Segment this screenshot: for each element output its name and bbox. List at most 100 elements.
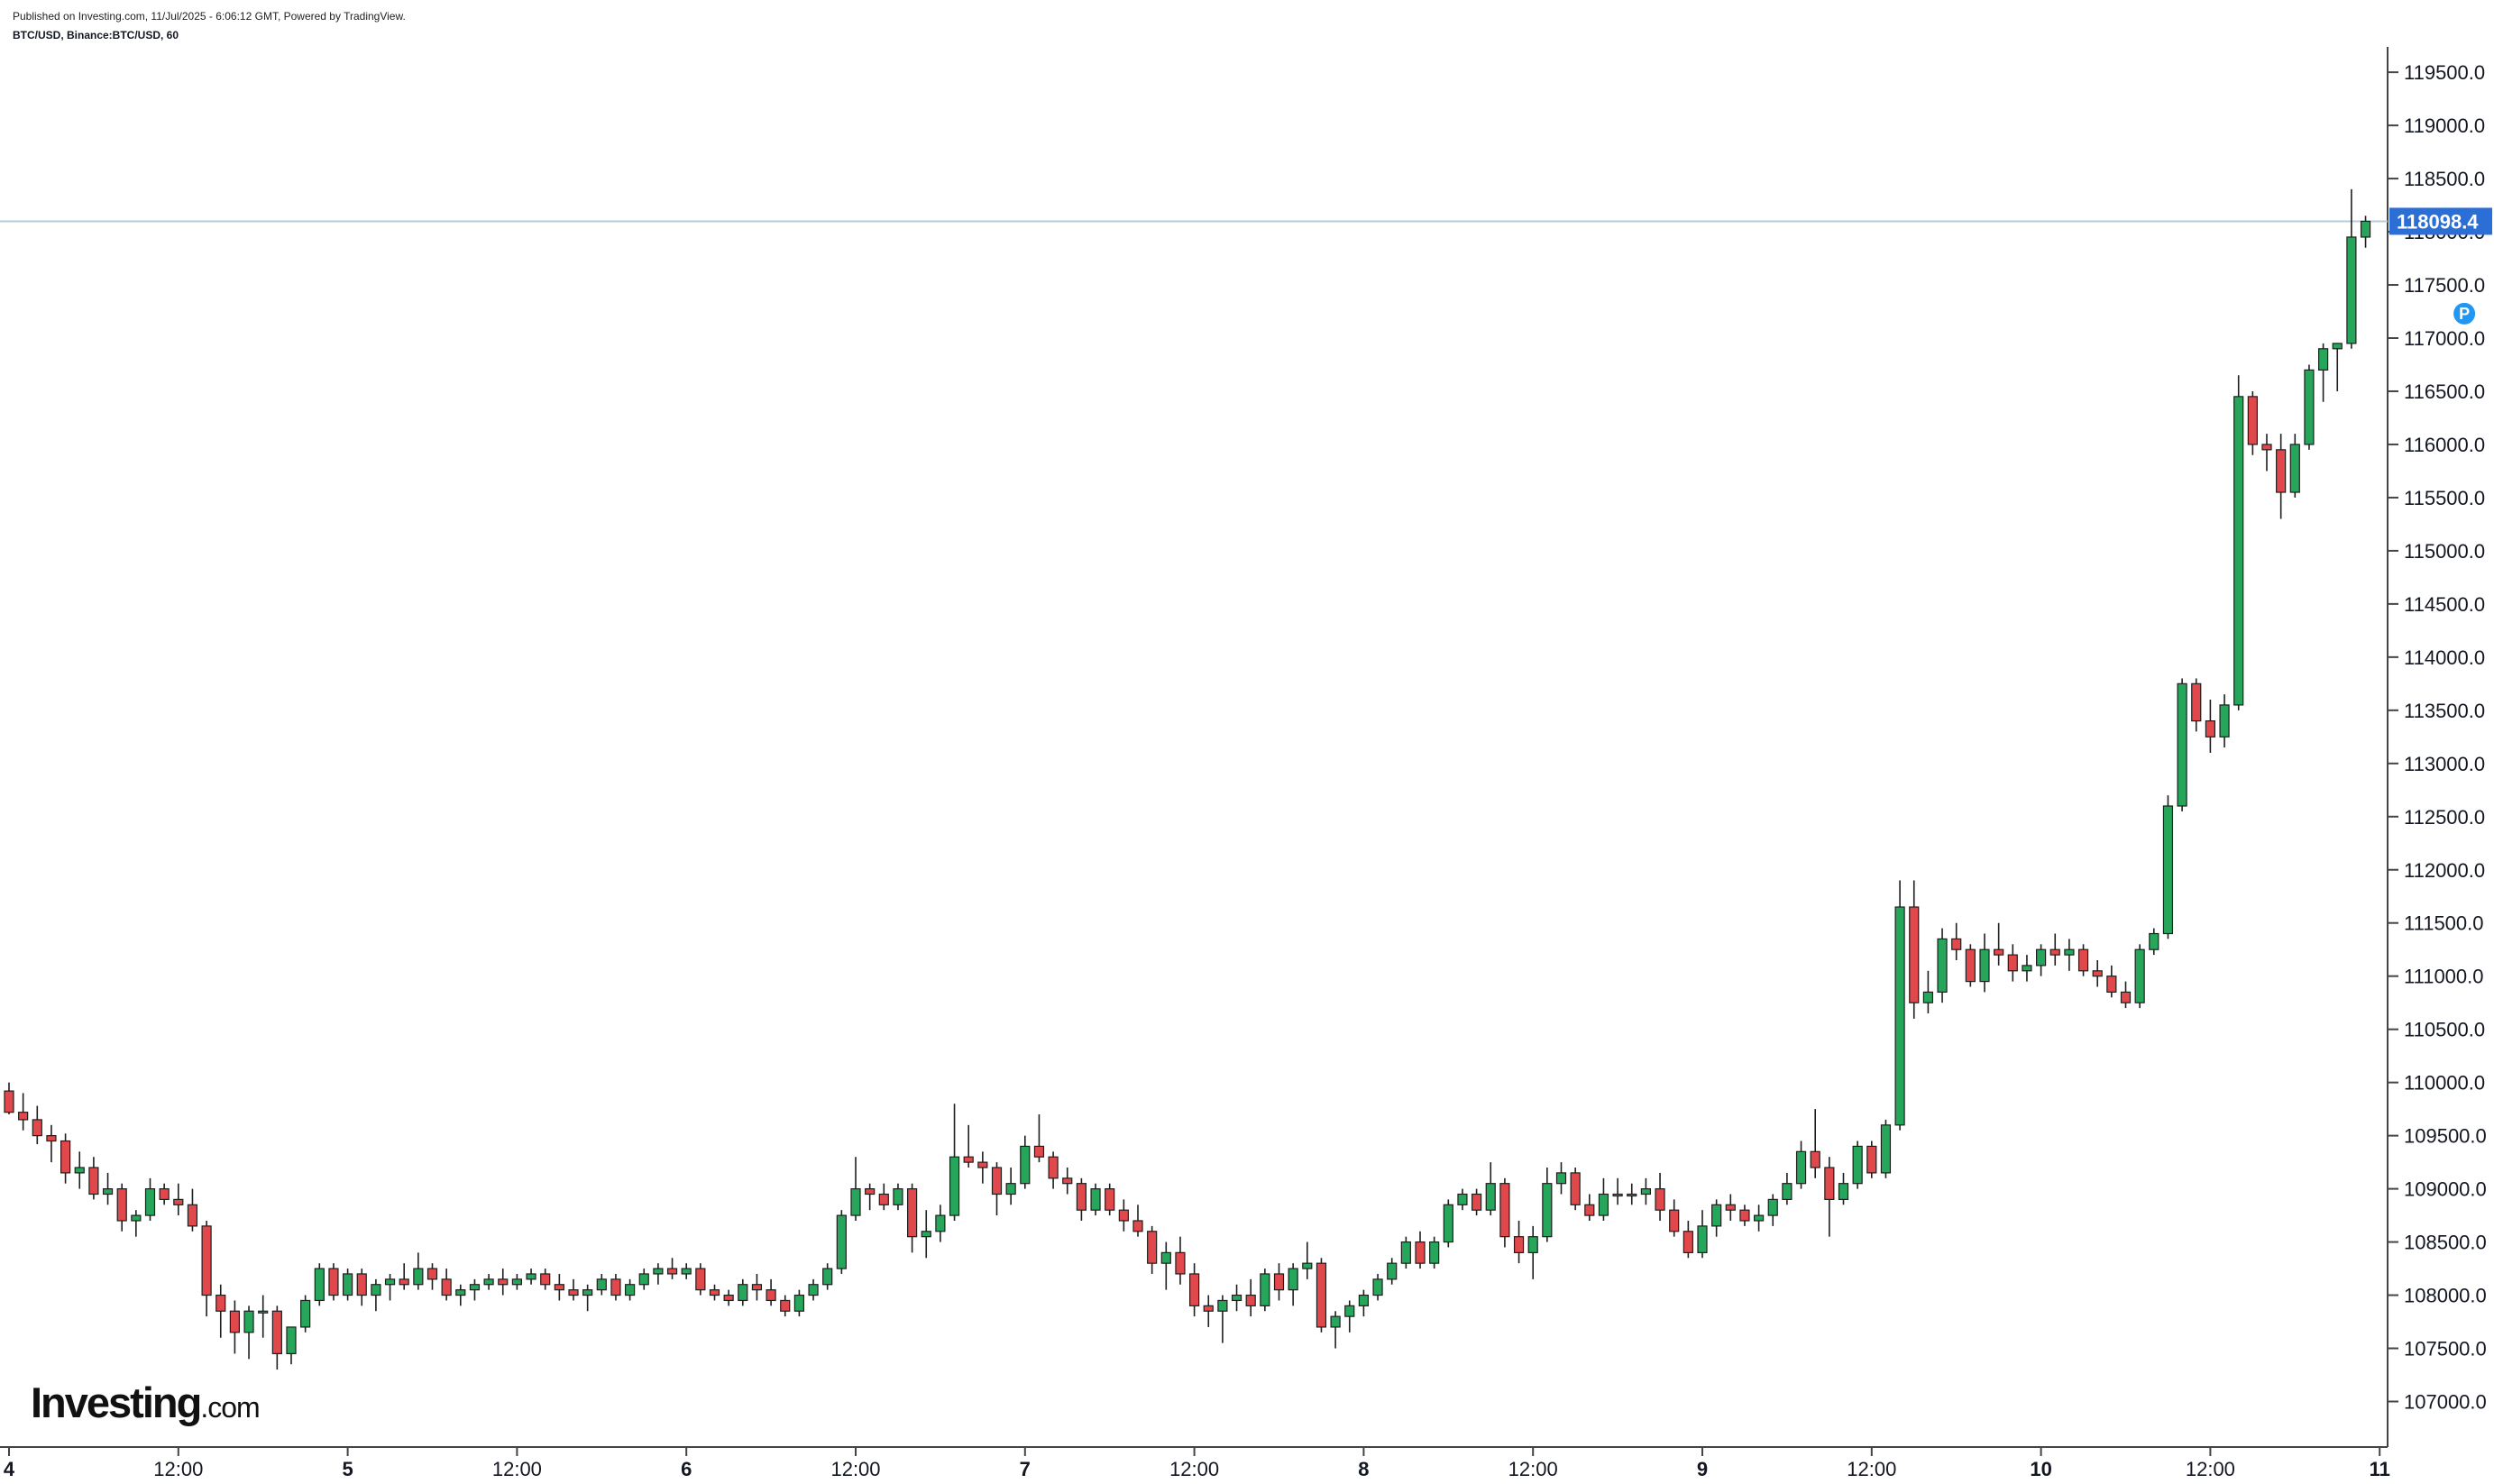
candle <box>2036 944 2047 976</box>
candle <box>1739 1205 1750 1226</box>
candle-body <box>2134 948 2145 1003</box>
x-tick-label: 12:00 <box>1169 1458 1219 1480</box>
candle <box>1188 1263 1200 1317</box>
candle-body <box>1118 1209 1129 1222</box>
candle-body <box>2007 954 2018 972</box>
y-tick-label: 116000.0 <box>2404 434 2485 456</box>
candle <box>2346 188 2357 349</box>
candle-body <box>1937 938 1948 993</box>
candle-body <box>1824 1167 1835 1200</box>
candle <box>2064 939 2075 971</box>
x-tick-label: 12:00 <box>492 1458 542 1480</box>
candle-body <box>1160 1251 1171 1264</box>
candle-body <box>343 1273 353 1296</box>
candle-body <box>1655 1187 1665 1211</box>
y-tick-label: 110000.0 <box>2404 1072 2485 1095</box>
candle <box>1316 1258 1327 1333</box>
candle <box>441 1269 452 1301</box>
candle <box>1711 1199 1722 1237</box>
candle <box>60 1133 71 1184</box>
candle-body <box>74 1167 85 1174</box>
y-tick-label: 115500.0 <box>2404 487 2485 509</box>
marker-badge[interactable] <box>2453 302 2476 325</box>
candle-body <box>1020 1145 1031 1185</box>
candle <box>780 1295 791 1317</box>
candle <box>2289 434 2300 498</box>
candle <box>878 1183 889 1211</box>
candle <box>1767 1194 1778 1226</box>
candle-body <box>1880 1124 1892 1174</box>
candle-body <box>102 1187 114 1195</box>
candle-body <box>723 1294 734 1302</box>
candle <box>850 1157 861 1221</box>
candle-body <box>1076 1183 1087 1211</box>
candle <box>469 1278 481 1301</box>
candle <box>596 1273 607 1296</box>
candle <box>1612 1177 1623 1205</box>
y-tick-label: 112500.0 <box>2404 806 2485 829</box>
candle-body <box>2205 720 2215 737</box>
candle-body <box>286 1326 297 1355</box>
candle-body <box>991 1167 1003 1195</box>
y-tick-label: 118500.0 <box>2404 168 2485 190</box>
candle <box>906 1183 918 1253</box>
candle <box>1499 1177 1510 1248</box>
candle-body <box>1273 1273 1285 1291</box>
candle-body <box>173 1198 184 1205</box>
candle-body <box>1147 1231 1158 1264</box>
candle <box>2120 981 2132 1009</box>
y-tick-label: 109000.0 <box>2404 1178 2487 1201</box>
candle <box>893 1183 903 1211</box>
candle-body <box>836 1214 847 1269</box>
candle-body <box>2346 236 2357 344</box>
candle <box>1260 1269 1270 1312</box>
candle-body <box>187 1204 198 1227</box>
candle-body <box>144 1187 156 1216</box>
candle-body <box>921 1231 931 1238</box>
candle <box>1217 1295 1228 1343</box>
candle <box>865 1183 876 1211</box>
candle <box>695 1263 706 1296</box>
candle <box>144 1177 156 1221</box>
candle <box>949 1104 960 1221</box>
y-tick-label: 116500.0 <box>2404 380 2485 403</box>
candle <box>173 1183 184 1216</box>
candle-body <box>2304 369 2315 445</box>
candle <box>2261 434 2272 472</box>
candle <box>46 1124 57 1163</box>
candle <box>963 1124 974 1168</box>
candle <box>1922 970 1933 1013</box>
candle-body <box>2022 965 2032 972</box>
candle-body <box>906 1187 918 1238</box>
candle <box>187 1188 198 1232</box>
candle <box>2191 678 2202 732</box>
candle-body <box>1231 1294 1242 1302</box>
candle-body <box>808 1284 819 1296</box>
candle-body <box>935 1214 946 1232</box>
candle-body <box>1175 1251 1186 1275</box>
candle <box>1598 1177 1609 1221</box>
candle <box>1344 1300 1355 1333</box>
candle <box>1273 1263 1285 1301</box>
y-tick-label: 107500.0 <box>2404 1338 2487 1360</box>
candle <box>1994 922 2004 966</box>
candle <box>243 1305 254 1360</box>
candle <box>2162 795 2174 939</box>
candle-body <box>1922 991 1933 1003</box>
candle <box>426 1263 438 1290</box>
candle <box>1457 1188 1468 1211</box>
candle <box>1076 1177 1087 1221</box>
candle-body <box>1669 1209 1680 1232</box>
x-tick-label: 8 <box>1358 1458 1369 1480</box>
candle-body <box>229 1310 240 1333</box>
candle <box>1175 1236 1186 1285</box>
candle-body <box>2049 948 2060 956</box>
candle-body <box>2318 348 2329 371</box>
candle <box>1400 1236 1411 1269</box>
candle <box>258 1295 269 1338</box>
candle-body <box>2092 970 2103 977</box>
candle-body <box>356 1273 367 1296</box>
candle <box>540 1269 551 1290</box>
x-tick-label: 7 <box>1020 1458 1031 1480</box>
